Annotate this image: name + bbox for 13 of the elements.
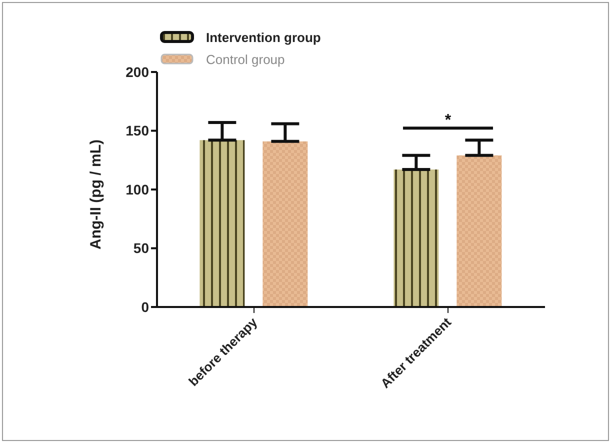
y-tick-label: 50: [133, 240, 150, 256]
bar: [262, 141, 308, 307]
bar: [394, 170, 439, 307]
bar: [200, 140, 245, 307]
legend-label: Intervention group: [205, 28, 321, 47]
y-axis-title: Ang-II (pg / mL): [87, 140, 104, 250]
bar: [456, 155, 502, 307]
y-tick-label: 100: [126, 181, 150, 198]
legend-label: Control group: [205, 50, 286, 69]
y-tick-label: 0: [141, 298, 150, 315]
annotation: *: [444, 112, 452, 130]
y-tick-label: 200: [126, 64, 150, 80]
y-tick-label: 150: [126, 122, 150, 139]
